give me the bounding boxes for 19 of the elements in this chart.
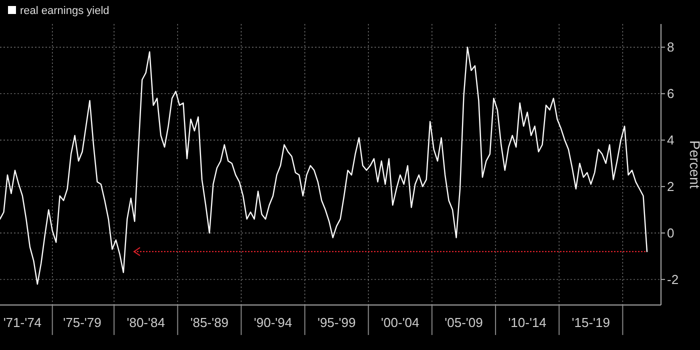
y-tick-label: 4 (667, 132, 674, 148)
line-series (0, 46, 648, 285)
y-tick-label: -2 (667, 272, 679, 287)
x-tick-label: '95-'99 (317, 315, 356, 330)
x-tick-label: '75-'79 (63, 315, 102, 330)
y-tick-label: 8 (667, 40, 674, 55)
x-tick-label: '80-'84 (126, 315, 165, 330)
y-axis-title: Percent (687, 140, 700, 189)
x-tick-label: '05-'09 (444, 315, 483, 330)
x-tick-label: '10-'14 (508, 315, 546, 330)
x-tick-label: '90-'94 (254, 315, 292, 330)
y-tick-label: 0 (667, 226, 674, 241)
x-tick-label: '00-'04 (381, 315, 420, 330)
legend-label: real earnings yield (20, 5, 110, 17)
y-tick-label: 6 (667, 86, 674, 102)
x-tick-label: '15-'19 (572, 315, 610, 330)
x-tick-label: '71-'74 (3, 315, 42, 330)
y-tick-label: 2 (667, 179, 674, 194)
x-tick-label: '85-'89 (190, 315, 229, 330)
